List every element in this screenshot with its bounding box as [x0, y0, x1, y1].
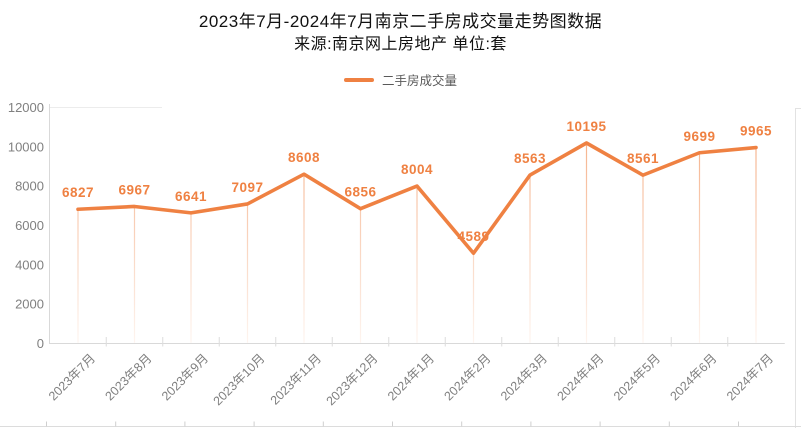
x-axis-category-label: 2023年10月 [211, 351, 268, 408]
legend-item-label: 二手房成交量 [381, 74, 457, 88]
x-axis-category-label: 2024年5月 [611, 351, 663, 403]
x-axis-category-label: 2023年7月 [46, 351, 98, 403]
data-labels: 6827 6967 6641 7097 8608 6856 8004 4589 8563 1019… [62, 119, 772, 244]
chart-subtitle: 来源:南京网上房地产 单位:套 [294, 36, 507, 53]
y-axis-tick-label: 12000 [8, 100, 44, 115]
x-axis-category-label: 2023年9月 [159, 351, 211, 403]
data-point-label: 8561 [627, 151, 659, 166]
x-axis-category-label: 2024年4月 [554, 351, 606, 403]
data-point-label: 10195 [566, 119, 606, 134]
series-line[interactable] [76, 141, 758, 256]
x-axis-category-label: 2023年11月 [268, 351, 324, 407]
legend: 二手房成交量 [0, 70, 801, 89]
series-polyline[interactable] [76, 141, 758, 256]
data-point-label: 6641 [175, 189, 207, 204]
data-point-label: 4589 [457, 229, 489, 244]
x-axis-category-label: 2024年2月 [441, 351, 493, 403]
chart-title: 2023年7月-2024年7月南京二手房成交量走势图数据 [198, 12, 603, 31]
drop-lines [77, 144, 757, 343]
y-axis-tick-label: 4000 [15, 257, 44, 272]
y-axis-labels: 0 2000 4000 6000 8000 10000 12000 [8, 100, 44, 351]
y-axis-tick-label: 6000 [15, 218, 44, 233]
x-axis-category-label: 2024年7月 [724, 351, 776, 403]
axis-lines [49, 104, 785, 347]
legend-item-secondhand-volume[interactable]: 二手房成交量 [343, 70, 457, 89]
y-axis-tick-label: 8000 [15, 179, 44, 194]
data-point-label: 8563 [514, 151, 546, 166]
y-axis-tick-label: 2000 [15, 297, 44, 312]
data-point-label: 6967 [118, 182, 150, 197]
data-point-label: 6827 [62, 185, 94, 200]
data-point-label: 9699 [683, 129, 715, 144]
data-point-label: 6856 [344, 185, 376, 200]
data-point-label: 8004 [401, 162, 433, 177]
data-point-label: 8608 [288, 150, 320, 165]
data-point-label: 7097 [231, 180, 263, 195]
background-grid-artifacts [0, 107, 801, 428]
legend-line-marker-icon [343, 77, 374, 82]
x-axis-category-label: 2024年6月 [667, 351, 719, 403]
x-axis-category-label: 2024年1月 [385, 351, 437, 403]
x-axis-category-label: 2024年3月 [498, 351, 550, 403]
y-axis-tick-label: 10000 [8, 139, 44, 154]
y-axis-tick-label: 0 [37, 336, 44, 351]
x-axis-category-label: 2023年8月 [102, 351, 154, 403]
data-point-label: 9965 [740, 124, 772, 139]
x-axis-labels: 2023年7月 2023年8月 2023年9月 2023年10月 2023年11月 202… [46, 351, 776, 408]
x-axis-category-label: 2023年12月 [324, 351, 381, 408]
